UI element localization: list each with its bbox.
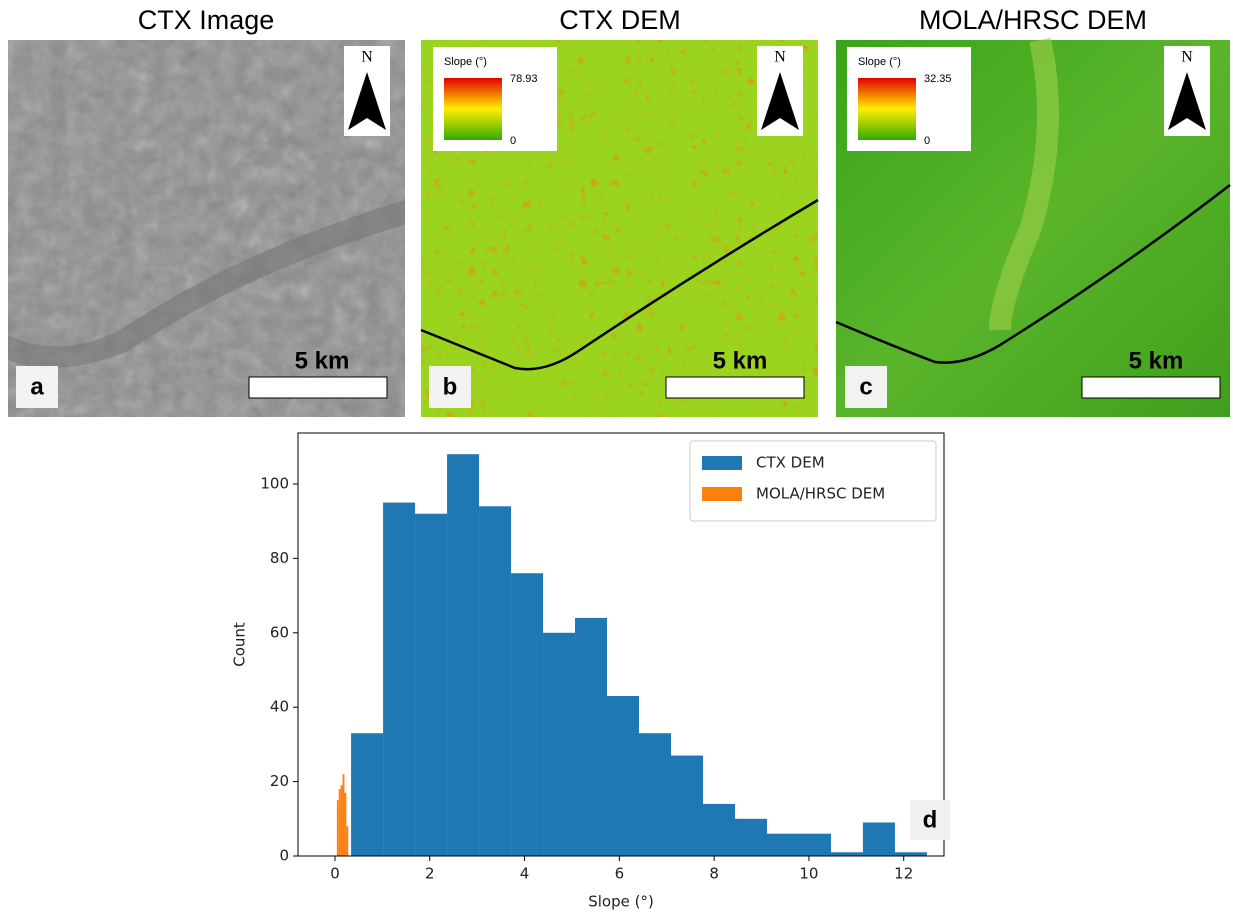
bar bbox=[338, 789, 341, 856]
bar bbox=[383, 502, 416, 856]
bar bbox=[415, 513, 448, 856]
scale-label: 5 km bbox=[713, 347, 768, 374]
scale-bar bbox=[665, 376, 805, 399]
bar bbox=[894, 852, 927, 856]
bar bbox=[344, 792, 347, 856]
profile-line bbox=[420, 198, 819, 371]
legend-swatch bbox=[702, 456, 742, 470]
bar bbox=[607, 696, 640, 856]
bar bbox=[798, 833, 831, 856]
label-box bbox=[845, 366, 887, 408]
scale-bar bbox=[1081, 376, 1221, 399]
legend-box bbox=[689, 440, 937, 522]
bar bbox=[830, 852, 863, 856]
panel-a: CTX Image N 5 km a bbox=[8, 5, 405, 417]
legend-swatch bbox=[702, 487, 742, 501]
legend-title: Slope (°) bbox=[858, 56, 901, 68]
bar bbox=[336, 800, 339, 856]
bar bbox=[342, 774, 345, 856]
north-arrow bbox=[348, 72, 386, 130]
legend-max: 78.93 bbox=[510, 73, 538, 85]
x-tick-label: 6 bbox=[615, 865, 625, 883]
label-box bbox=[16, 366, 58, 408]
x-tick-label: 8 bbox=[709, 865, 719, 883]
bar bbox=[543, 632, 576, 856]
x-tick-label: 4 bbox=[520, 865, 530, 883]
legend-min: 0 bbox=[924, 135, 930, 147]
bar bbox=[575, 617, 608, 856]
panel-label: c bbox=[859, 373, 872, 400]
north-label: N bbox=[1181, 49, 1193, 66]
bar bbox=[351, 733, 384, 856]
y-tick-label: 20 bbox=[270, 772, 289, 790]
panel-label: a bbox=[30, 373, 44, 400]
label-box bbox=[429, 366, 471, 408]
x-axis-label: Slope (°) bbox=[588, 893, 654, 911]
y-tick-label: 0 bbox=[279, 847, 289, 865]
panel-c: MOLA/HRSC DEM Slope (°) 32.35 0 N 5 km c bbox=[835, 5, 1231, 417]
panel-title: MOLA/HRSC DEM bbox=[919, 5, 1147, 35]
scale-label: 5 km bbox=[295, 347, 350, 374]
ridge bbox=[989, 37, 1059, 331]
panel-label: b bbox=[443, 373, 458, 400]
bar bbox=[639, 733, 672, 856]
bar bbox=[340, 785, 343, 856]
bar bbox=[702, 803, 735, 856]
bar bbox=[671, 755, 703, 856]
panel-title: CTX DEM bbox=[559, 5, 681, 35]
profile-line bbox=[835, 184, 1231, 364]
colorbar bbox=[444, 78, 502, 140]
north-arrow bbox=[1168, 72, 1206, 130]
panel-label: d bbox=[923, 806, 938, 833]
legend-title: Slope (°) bbox=[444, 56, 487, 68]
north-arrow bbox=[761, 72, 799, 130]
scale-bar bbox=[248, 376, 388, 399]
bar bbox=[766, 833, 799, 856]
north-label: N bbox=[774, 49, 786, 66]
y-tick-label: 40 bbox=[270, 698, 289, 716]
y-axis-label: Count bbox=[231, 622, 249, 667]
x-tick-label: 0 bbox=[330, 865, 340, 883]
bar bbox=[511, 573, 544, 856]
x-tick-label: 2 bbox=[425, 865, 435, 883]
bar bbox=[862, 822, 895, 856]
bar bbox=[346, 826, 349, 856]
axes-frame bbox=[297, 432, 945, 857]
y-tick-label: 100 bbox=[260, 474, 289, 492]
channel bbox=[8, 200, 405, 368]
label-box bbox=[910, 800, 950, 840]
bar bbox=[479, 506, 512, 856]
bar bbox=[447, 454, 480, 856]
y-tick-label: 80 bbox=[270, 549, 289, 567]
panel-b: CTX DEM Slope (°) 78.93 0 N 5 km b bbox=[420, 5, 819, 417]
x-tick-label: 12 bbox=[894, 865, 913, 883]
legend-max: 32.35 bbox=[924, 73, 952, 85]
x-tick-label: 10 bbox=[799, 865, 818, 883]
y-tick-label: 60 bbox=[270, 623, 289, 641]
legend-min: 0 bbox=[510, 135, 516, 147]
legend-label: CTX DEM bbox=[756, 454, 825, 472]
colorbar bbox=[858, 78, 916, 140]
scale-label: 5 km bbox=[1129, 347, 1184, 374]
north-label: N bbox=[361, 49, 373, 66]
panel-title: CTX Image bbox=[138, 5, 275, 35]
legend-label: MOLA/HRSC DEM bbox=[756, 485, 885, 503]
bar bbox=[734, 818, 767, 856]
